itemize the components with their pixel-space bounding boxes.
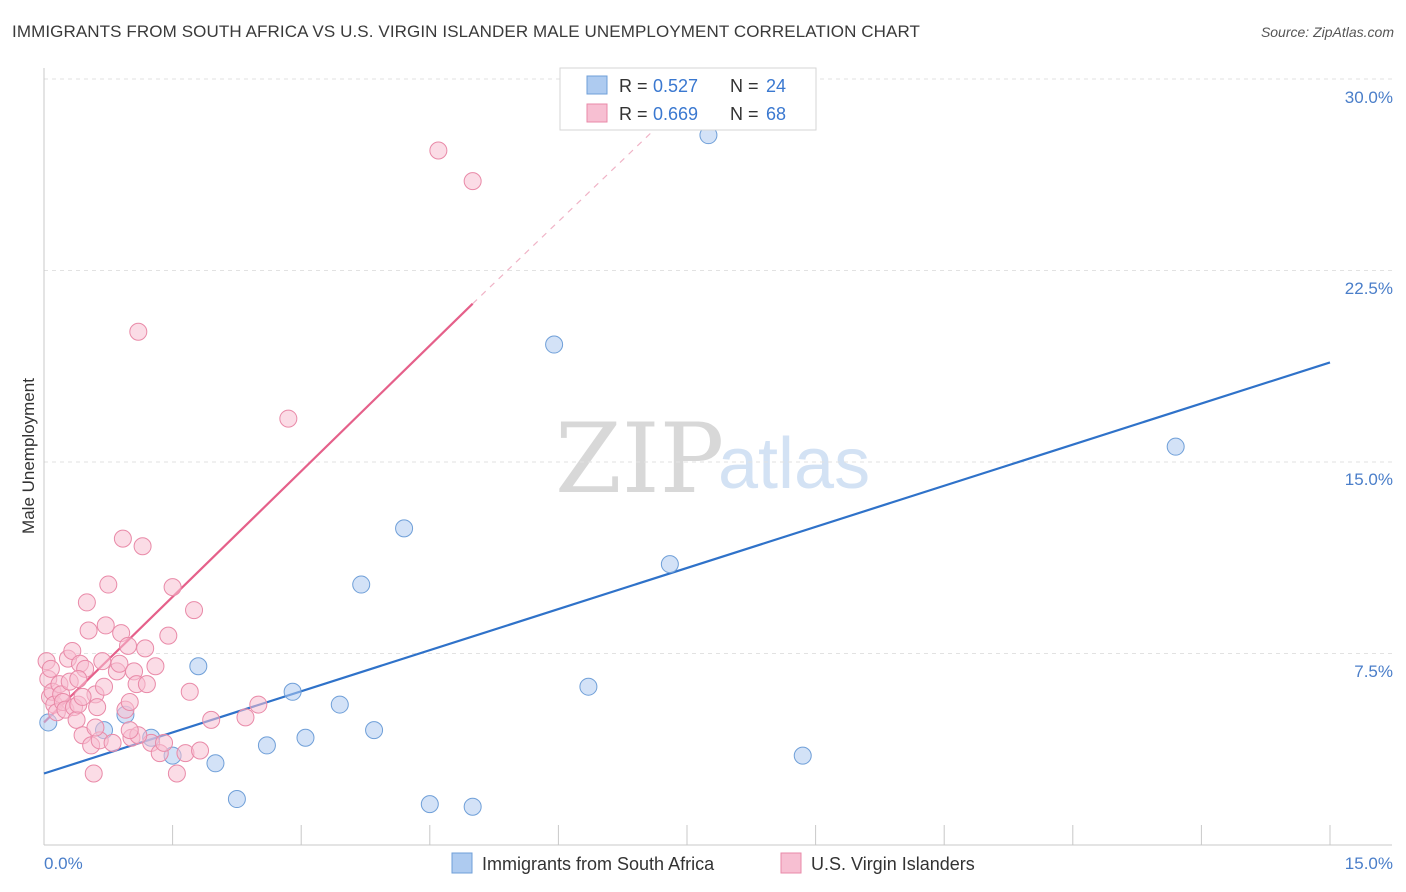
stats-swatch-blue bbox=[586, 75, 608, 95]
point-south-africa bbox=[545, 335, 564, 354]
point-virgin-islanders bbox=[185, 601, 204, 620]
y-tick-label: 7.5% bbox=[1354, 662, 1393, 681]
point-south-africa bbox=[1166, 437, 1185, 456]
y-tick-labels: 7.5% 15.0% 22.5% 30.0% bbox=[1345, 88, 1393, 681]
point-virgin-islanders bbox=[113, 529, 132, 548]
point-virgin-islanders bbox=[429, 141, 448, 160]
point-virgin-islanders bbox=[202, 710, 221, 729]
point-south-africa bbox=[283, 682, 302, 701]
point-virgin-islanders bbox=[136, 639, 155, 658]
watermark-zip: ZIP bbox=[555, 403, 724, 515]
x-tick-label-min: 0.0% bbox=[44, 854, 83, 873]
point-virgin-islanders bbox=[110, 654, 129, 673]
point-south-africa bbox=[330, 695, 349, 714]
point-south-africa bbox=[296, 728, 315, 747]
point-virgin-islanders bbox=[167, 764, 186, 783]
point-south-africa bbox=[463, 797, 482, 816]
point-virgin-islanders bbox=[103, 733, 122, 752]
stats-n-value: 68 bbox=[766, 104, 786, 124]
legend-swatch-pink bbox=[780, 852, 802, 874]
point-south-africa bbox=[579, 677, 598, 696]
point-south-africa bbox=[189, 657, 208, 676]
point-virgin-islanders bbox=[86, 718, 105, 737]
point-virgin-islanders bbox=[67, 710, 86, 729]
stats-legend: R = 0.527 N = 24 R = 0.669 N = 68 bbox=[559, 67, 817, 131]
point-south-africa bbox=[793, 746, 812, 765]
stats-r-label: R = bbox=[619, 76, 648, 96]
point-virgin-islanders bbox=[119, 636, 138, 655]
point-virgin-islanders bbox=[133, 537, 152, 556]
source-label: Source: ZipAtlas.com bbox=[1260, 24, 1394, 40]
point-virgin-islanders bbox=[84, 764, 103, 783]
stats-n-label: N = bbox=[730, 104, 759, 124]
stats-n-label: N = bbox=[730, 76, 759, 96]
point-south-africa bbox=[395, 519, 414, 538]
point-virgin-islanders bbox=[95, 677, 114, 696]
point-virgin-islanders bbox=[77, 593, 96, 612]
trend-line-virgin-islanders bbox=[43, 302, 474, 724]
point-virgin-islanders bbox=[180, 682, 199, 701]
point-virgin-islanders bbox=[155, 733, 174, 752]
y-tick-label: 15.0% bbox=[1345, 470, 1393, 489]
point-virgin-islanders bbox=[163, 578, 182, 597]
point-virgin-islanders bbox=[463, 172, 482, 191]
point-virgin-islanders bbox=[249, 695, 268, 714]
point-south-africa bbox=[660, 555, 679, 574]
point-virgin-islanders bbox=[79, 621, 98, 640]
point-south-africa bbox=[257, 736, 276, 755]
x-tick-label-max: 15.0% bbox=[1345, 854, 1393, 873]
y-tick-label: 30.0% bbox=[1345, 88, 1393, 107]
watermark-atlas: atlas bbox=[718, 424, 870, 504]
stats-r-label: R = bbox=[619, 104, 648, 124]
point-south-africa bbox=[227, 790, 246, 809]
point-virgin-islanders bbox=[120, 721, 139, 740]
point-south-africa bbox=[420, 795, 439, 814]
stats-swatch-pink bbox=[586, 103, 608, 123]
trend-extension-virgin-islanders bbox=[472, 114, 671, 305]
stats-n-value: 24 bbox=[766, 76, 786, 96]
series-legend: Immigrants from South Africa U.S. Virgin… bbox=[451, 852, 975, 874]
point-virgin-islanders bbox=[120, 693, 139, 712]
point-virgin-islanders bbox=[73, 687, 92, 706]
chart-title: IMMIGRANTS FROM SOUTH AFRICA VS U.S. VIR… bbox=[12, 22, 921, 41]
gridlines bbox=[44, 78, 1392, 654]
point-virgin-islanders bbox=[137, 675, 156, 694]
point-virgin-islanders bbox=[146, 657, 165, 676]
point-south-africa bbox=[365, 721, 384, 740]
point-virgin-islanders bbox=[99, 575, 118, 594]
legend-label-virgin-islanders: U.S. Virgin Islanders bbox=[811, 854, 975, 874]
point-virgin-islanders bbox=[129, 322, 148, 341]
y-tick-label: 22.5% bbox=[1345, 279, 1393, 298]
data-points bbox=[37, 126, 1185, 816]
point-virgin-islanders bbox=[236, 708, 255, 727]
point-south-africa bbox=[352, 575, 371, 594]
point-virgin-islanders bbox=[69, 670, 88, 689]
stats-r-value: 0.527 bbox=[653, 76, 698, 96]
point-virgin-islanders bbox=[279, 409, 298, 428]
point-virgin-islanders bbox=[88, 698, 107, 717]
point-virgin-islanders bbox=[41, 659, 60, 678]
stats-r-value: 0.669 bbox=[653, 104, 698, 124]
y-axis-label: Male Unemployment bbox=[19, 378, 38, 534]
point-virgin-islanders bbox=[93, 652, 112, 671]
point-virgin-islanders bbox=[159, 626, 178, 645]
point-virgin-islanders bbox=[191, 741, 210, 760]
legend-swatch-blue bbox=[451, 852, 473, 874]
point-south-africa bbox=[206, 754, 225, 773]
legend-label-south-africa: Immigrants from South Africa bbox=[482, 854, 715, 874]
point-virgin-islanders bbox=[96, 616, 115, 635]
